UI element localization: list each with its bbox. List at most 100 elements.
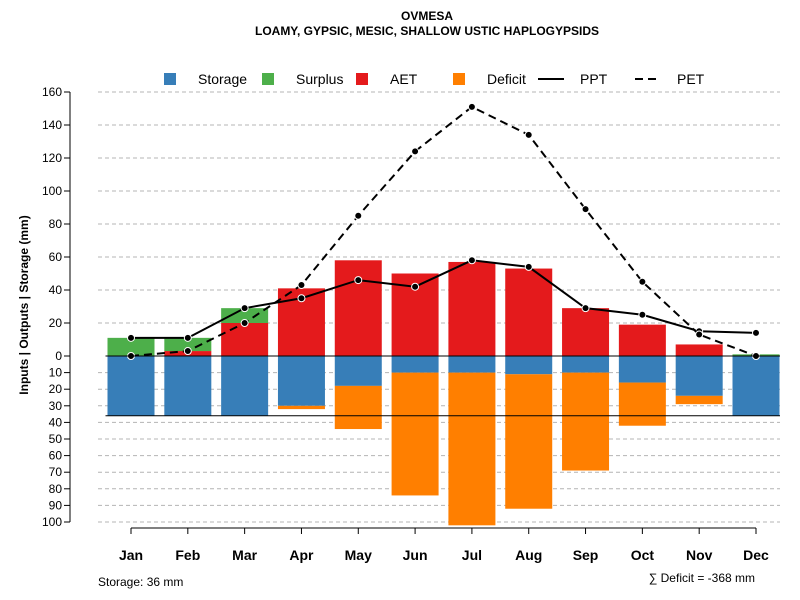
y-tick-label: 50 — [49, 432, 63, 446]
storage-footnote: Storage: 36 mm — [98, 575, 183, 589]
bar-deficit — [618, 382, 666, 426]
y-tick-label: 40 — [49, 415, 63, 429]
pet-point — [638, 277, 647, 286]
bar-deficit — [562, 372, 610, 471]
bar-storage — [618, 356, 666, 383]
ppt-point — [183, 333, 192, 342]
y-tick-label: 90 — [49, 498, 63, 512]
pet-point — [297, 281, 306, 290]
bars — [107, 260, 780, 526]
legend-label-storage: Storage — [198, 71, 247, 87]
legend-label-aet: AET — [390, 71, 418, 87]
y-tick-label: 60 — [49, 250, 63, 264]
bar-aet — [505, 268, 553, 356]
legend-label-deficit: Deficit — [487, 71, 526, 87]
bar-storage — [391, 356, 439, 373]
x-tick-label-dec: Dec — [743, 547, 769, 563]
x-tick-label-oct: Oct — [631, 547, 655, 563]
y-tick-label: 30 — [49, 399, 63, 413]
y-tick-label: 80 — [49, 217, 63, 231]
bar-storage — [221, 356, 269, 416]
y-tick-label: 20 — [49, 382, 63, 396]
x-tick-label-apr: Apr — [289, 547, 314, 563]
bar-aet — [221, 323, 269, 356]
bar-storage — [164, 356, 212, 416]
bar-deficit — [675, 395, 723, 405]
pet-line — [130, 105, 757, 357]
y-tick-label: 100 — [42, 515, 62, 529]
bar-deficit — [391, 372, 439, 496]
bar-aet — [334, 260, 382, 356]
bar-aet — [448, 261, 496, 356]
legend-swatch-storage — [164, 73, 176, 85]
bar-storage — [334, 356, 382, 386]
y-tick-label: 80 — [49, 482, 63, 496]
pet-point — [411, 147, 420, 156]
bar-storage — [277, 356, 325, 406]
y-tick-label: 120 — [42, 151, 62, 165]
pet-point — [240, 319, 249, 327]
bar-aet — [675, 344, 723, 356]
bar-storage — [732, 356, 780, 416]
y-tick-label: 10 — [49, 366, 63, 380]
ppt-point — [354, 276, 363, 285]
legend: Storage Surplus AET Deficit PPT PET — [164, 71, 705, 87]
ppt-point — [297, 294, 306, 303]
bar-deficit — [277, 405, 325, 410]
y-tick-label: 40 — [49, 283, 63, 297]
pet-point — [524, 130, 533, 139]
y-tick-label: 100 — [42, 184, 62, 198]
x-tick-label-nov: Nov — [686, 547, 713, 563]
bar-aet — [562, 308, 610, 356]
bar-deficit — [448, 372, 496, 526]
ppt-point — [638, 310, 647, 319]
ppt-point — [524, 262, 533, 271]
y-tick-label: 140 — [42, 118, 62, 132]
x-tick-label-may: May — [345, 547, 372, 563]
y-tick-label: 0 — [55, 349, 62, 363]
y-axis-label: Inputs | Outputs | Storage (mm) — [17, 215, 31, 394]
legend-swatch-aet — [356, 73, 368, 85]
x-tick-label-feb: Feb — [175, 547, 200, 563]
pet-point — [354, 211, 363, 220]
chart-subtitle: LOAMY, GYPSIC, MESIC, SHALLOW USTIC HAPL… — [255, 24, 599, 38]
bar-surplus — [221, 308, 269, 323]
ppt-point — [581, 304, 590, 313]
bar-aet — [618, 324, 666, 356]
legend-label-ppt: PPT — [580, 71, 608, 87]
pet-point — [183, 347, 192, 356]
pet-point — [695, 330, 704, 339]
y-tick-label: 70 — [49, 465, 63, 479]
deficit-footnote: ∑ Deficit = -368 mm — [649, 571, 755, 585]
x-tick-label-jun: Jun — [403, 547, 428, 563]
bar-surplus — [107, 337, 155, 356]
x-tick-label-jan: Jan — [119, 547, 143, 563]
ppt-point — [752, 328, 760, 337]
bar-surplus — [164, 337, 212, 352]
chart-title: OVMESA — [401, 9, 453, 23]
ppt-point — [127, 333, 135, 342]
bar-storage — [505, 356, 553, 375]
bar-deficit — [334, 385, 382, 430]
pet-point — [467, 102, 476, 111]
ppt-line — [131, 259, 757, 339]
ppt-point — [411, 282, 420, 291]
x-tick-label-jul: Jul — [462, 547, 482, 563]
legend-swatch-deficit — [453, 73, 465, 85]
y-tick-label: 60 — [49, 449, 63, 463]
x-tick-label-mar: Mar — [232, 547, 257, 563]
axes: 0 20 40 60 80 100 120 140 160 10 20 30 40 50 60 70 80 90 1… — [42, 85, 780, 563]
ppt-point — [467, 256, 476, 265]
bar-storage — [448, 356, 496, 373]
bar-deficit — [505, 374, 553, 509]
bar-storage — [675, 356, 723, 396]
x-tick-label-aug: Aug — [515, 547, 542, 563]
legend-label-pet: PET — [677, 71, 705, 87]
pet-point — [581, 205, 590, 214]
legend-label-surplus: Surplus — [296, 71, 343, 87]
series-lines — [127, 102, 760, 360]
bar-storage — [107, 356, 155, 416]
bar-storage — [562, 356, 610, 373]
legend-swatch-surplus — [262, 73, 274, 85]
